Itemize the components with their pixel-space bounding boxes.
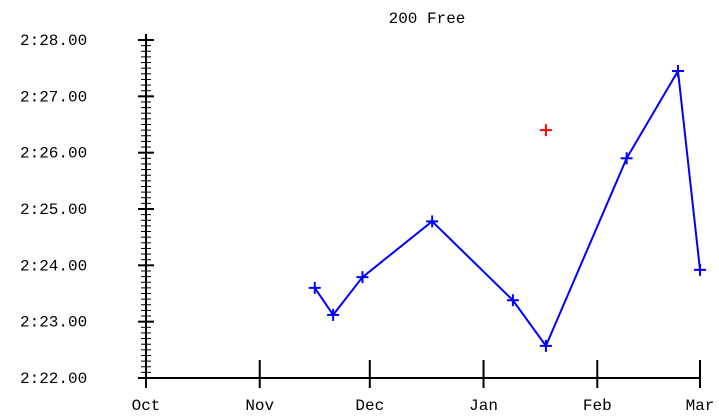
y-tick-label: 2:27.00 bbox=[20, 88, 87, 106]
axes: 2:22.00 2:23.00 2:24.00 2:25.00 2:26.00 2:27.… bbox=[20, 32, 714, 415]
x-tick-label: Nov bbox=[245, 397, 274, 415]
x-tick-label: Dec bbox=[355, 397, 384, 415]
x-tick-label: Jan bbox=[469, 397, 498, 415]
y-tick-label: 2:26.00 bbox=[20, 145, 87, 163]
data-point bbox=[327, 308, 340, 321]
data-point bbox=[620, 152, 633, 165]
x-tick-label: Feb bbox=[583, 397, 612, 415]
plot-area bbox=[308, 64, 706, 352]
data-point bbox=[506, 294, 519, 307]
data-point bbox=[539, 339, 552, 352]
y-tick-label: 2:22.00 bbox=[20, 370, 87, 388]
series-line bbox=[313, 67, 701, 348]
y-tick-label: 2:28.00 bbox=[20, 32, 87, 50]
data-point bbox=[539, 124, 552, 137]
chart-title: 200 Free bbox=[389, 10, 466, 28]
y-tick-label: 2:25.00 bbox=[20, 201, 87, 219]
y-tick-label: 2:23.00 bbox=[20, 314, 87, 332]
x-tick-label: Oct bbox=[132, 397, 161, 415]
y-tick-label: 2:24.00 bbox=[20, 257, 87, 275]
data-point bbox=[356, 271, 369, 284]
data-point bbox=[694, 263, 706, 276]
data-point bbox=[308, 281, 321, 294]
data-point bbox=[426, 215, 439, 228]
data-point bbox=[671, 64, 684, 77]
x-tick-label: Mar bbox=[686, 397, 715, 415]
